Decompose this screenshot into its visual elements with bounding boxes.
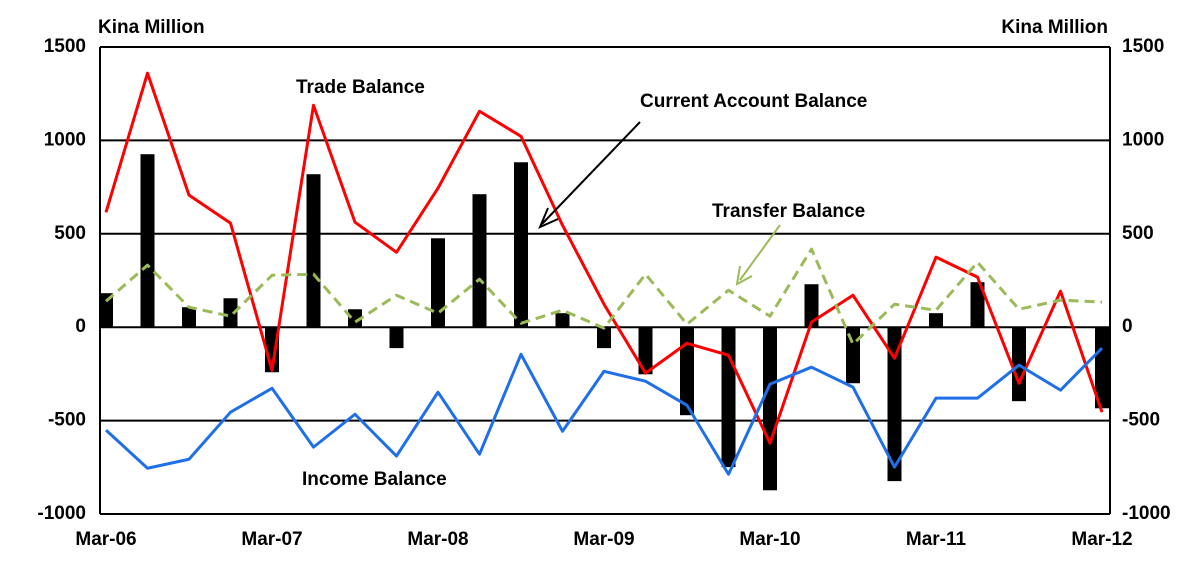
y2-tick-label: 0 xyxy=(1122,316,1133,337)
bar xyxy=(514,162,528,328)
bar xyxy=(929,313,943,328)
annotation: Income Balance xyxy=(302,469,447,490)
x-tick-label: Mar-10 xyxy=(739,529,800,550)
y2-tick-label: -1000 xyxy=(1122,503,1171,524)
y2-axis-title: Kina Million xyxy=(1001,17,1108,38)
y-tick-label: 1000 xyxy=(44,129,86,150)
y-tick-label: 0 xyxy=(75,316,86,337)
annotation: Current Account Balance xyxy=(640,91,867,112)
bar xyxy=(1095,327,1109,409)
y-tick-label: 1500 xyxy=(44,36,86,57)
bar xyxy=(680,327,694,416)
bar xyxy=(763,327,777,491)
bar xyxy=(721,327,736,468)
line xyxy=(104,71,1104,445)
x-tick-label: Mar-12 xyxy=(1071,529,1132,550)
y2-tick-label: -500 xyxy=(1122,410,1160,431)
arrow-head xyxy=(538,207,559,229)
y-tick-label: -500 xyxy=(48,410,86,431)
bar xyxy=(804,284,819,328)
y2-tick-label: 500 xyxy=(1122,223,1154,244)
line xyxy=(105,247,1103,346)
bar xyxy=(970,282,985,328)
bar xyxy=(555,313,570,328)
bar xyxy=(887,327,902,482)
annotation: Trade Balance xyxy=(296,77,425,98)
arrow-head xyxy=(735,265,753,286)
y2-tick-label: 1000 xyxy=(1122,129,1164,150)
bar xyxy=(638,327,653,375)
x-tick-label: Mar-07 xyxy=(241,529,302,550)
bar xyxy=(223,298,238,328)
bar xyxy=(431,238,445,328)
bar xyxy=(182,307,196,328)
arrow xyxy=(541,121,641,225)
x-tick-label: Mar-11 xyxy=(906,529,967,550)
bar xyxy=(389,327,404,349)
y-tick-label: -1000 xyxy=(37,503,86,524)
bar xyxy=(99,293,113,328)
arrow xyxy=(739,224,781,281)
x-tick-label: Mar-06 xyxy=(75,529,136,550)
bar xyxy=(140,154,155,328)
bar xyxy=(472,194,487,328)
line xyxy=(104,347,1104,476)
bar xyxy=(306,174,321,328)
annotation: Transfer Balance xyxy=(712,201,865,222)
bar xyxy=(1053,326,1068,328)
x-tick-label: Mar-08 xyxy=(407,529,468,550)
bar xyxy=(597,327,611,349)
y-tick-label: 500 xyxy=(54,223,86,244)
y-axis-title: Kina Million xyxy=(98,17,205,38)
y2-tick-label: 1500 xyxy=(1122,36,1164,57)
x-tick-label: Mar-09 xyxy=(573,529,634,550)
bar xyxy=(348,309,362,328)
